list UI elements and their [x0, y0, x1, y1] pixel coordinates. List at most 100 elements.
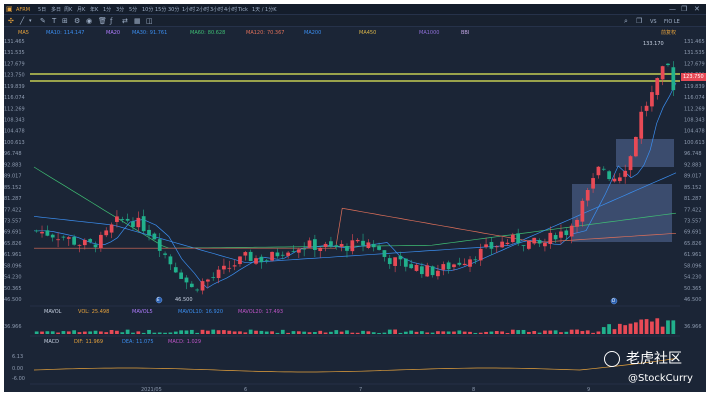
adjustment-mode-tag[interactable]: 前复权 [661, 30, 677, 36]
volume-bar [355, 332, 360, 334]
period-tab[interactable]: 3小时 [210, 7, 224, 13]
volume-bar [206, 330, 210, 334]
vol-legend-value: 16.920 [205, 309, 224, 315]
volume-bar [254, 330, 258, 334]
candle-body [575, 219, 579, 227]
candle-body [548, 232, 553, 245]
candle-body [254, 258, 258, 264]
price-axis-label: 131.535 [684, 50, 705, 56]
layout-icon[interactable]: ▦ [134, 17, 141, 25]
volume-bar [650, 321, 654, 334]
dropdown-icon[interactable]: ▾ [29, 18, 32, 24]
volume-bar [473, 332, 478, 334]
search-icon[interactable]: ⌕ [624, 17, 628, 25]
pen-icon[interactable]: ✎ [40, 17, 46, 25]
volume-bar [553, 330, 558, 334]
trash-icon[interactable]: 🗑 [98, 17, 107, 25]
candle-body [131, 221, 135, 227]
volume-bar [634, 322, 638, 334]
candle-body [585, 190, 590, 201]
camera-icon[interactable]: ◫ [146, 17, 153, 25]
volume-bar [216, 330, 221, 334]
time-axis-label: 7 [359, 387, 362, 392]
period-tab[interactable]: 10分 [142, 7, 154, 13]
candle-body [125, 218, 130, 221]
period-tab[interactable]: 1分 [103, 7, 112, 13]
text-tool-icon[interactable]: T [52, 17, 57, 25]
macd-legend-item: MACD [44, 339, 61, 345]
ma-legend-label: MA120: [246, 30, 265, 36]
period-tab[interactable]: 5日 [38, 7, 47, 13]
volume-bar [494, 330, 499, 334]
price-axis-label: 81.287 [684, 196, 702, 202]
price-axis-label-left: 104.478 [4, 129, 25, 135]
restore-window-icon[interactable]: ❐ [681, 5, 688, 13]
volume-bar [591, 332, 595, 334]
tiger-logo-icon [604, 351, 620, 367]
volume-bar [607, 324, 611, 334]
candle-body [639, 111, 644, 139]
vol-legend-item: VOL: 25.498 [78, 309, 109, 315]
price-chart[interactable]: 131.465 131.465 131.535 131.535 127.679 127.6… [4, 4, 706, 392]
ma-legend-item: MA20 [106, 30, 122, 36]
draw-line-icon[interactable]: ╱ [20, 17, 25, 25]
period-tab[interactable]: 月K [77, 7, 86, 13]
period-tab[interactable]: 1小时 [182, 7, 196, 13]
toolbar-right-label[interactable]: FIO LE [664, 19, 680, 25]
period-tab[interactable]: 周K [64, 7, 73, 13]
period-tab[interactable]: 多日 [51, 7, 62, 13]
period-tab[interactable]: 30分 [168, 7, 180, 13]
compare-icon[interactable]: ⇄ [122, 17, 128, 25]
period-tab[interactable]: Tick [238, 7, 248, 13]
close-window-icon[interactable]: ✕ [694, 5, 700, 13]
volume-bar [510, 329, 515, 334]
candle-body [82, 239, 87, 246]
period-tab[interactable]: 15分 [155, 7, 167, 13]
volume-bar [200, 329, 205, 334]
volume-bar [612, 329, 617, 334]
period-tab[interactable]: 年K [90, 7, 99, 13]
volume-bar [50, 331, 55, 334]
candle-body [232, 265, 237, 267]
vs-compare-button[interactable]: VS [650, 19, 657, 25]
period-tab[interactable]: 2小时 [196, 7, 210, 13]
eye-icon[interactable]: ◉ [86, 17, 93, 25]
ma10-line [34, 82, 677, 289]
candle-body [361, 240, 365, 246]
symbol-label[interactable]: AFRM [16, 7, 31, 13]
period-tab[interactable]: 3分 [116, 7, 125, 13]
period-tab[interactable]: 4小时 [224, 7, 238, 13]
copy-icon[interactable]: ❐ [636, 17, 643, 25]
candle-body [345, 246, 349, 251]
volume-bar [99, 331, 103, 334]
grid-icon[interactable]: ⊞ [62, 17, 68, 25]
minimize-window-icon[interactable]: — [669, 5, 676, 13]
volume-bar [414, 331, 419, 334]
volume-bar [227, 330, 232, 334]
ma-legend-item: MA5 [18, 30, 31, 36]
macd-legend-label: DIF: [74, 339, 84, 345]
price-axis-label: 69.691 [684, 230, 702, 236]
period-tab[interactable]: 5分 [129, 7, 138, 13]
ma-legend-label: MA5 [18, 30, 29, 36]
indicator-icon[interactable]: ƒ [110, 17, 113, 25]
volume-bar [238, 331, 242, 334]
macd-legend-value: 11.969 [85, 339, 104, 345]
candle-body [387, 258, 392, 265]
price-axis-label: 100.613 [684, 140, 705, 146]
crosshair-icon[interactable]: ✣ [8, 17, 14, 25]
period-tab[interactable]: 1天 / 1分K [252, 7, 277, 13]
candle-body [398, 255, 403, 260]
volume-bar [430, 332, 435, 334]
price-axis-label: 65.826 [684, 241, 702, 247]
vol-legend-item: MAVOL [44, 309, 63, 315]
time-axis-label: 2021/05 [141, 387, 162, 392]
volume-bar [318, 330, 323, 334]
volume-bar [307, 332, 312, 334]
candle-body [152, 233, 157, 240]
top-period-bar: ▣ AFRM 5日 多日 周K 月K 年K 1分 3分 5分 10分 15分 30分 1小时 2小时 3小… [4, 4, 706, 15]
event-marker-d [610, 297, 618, 305]
ma120-line [34, 207, 677, 249]
settings-icon[interactable]: ⚙ [74, 17, 81, 25]
candle-body [66, 237, 71, 239]
